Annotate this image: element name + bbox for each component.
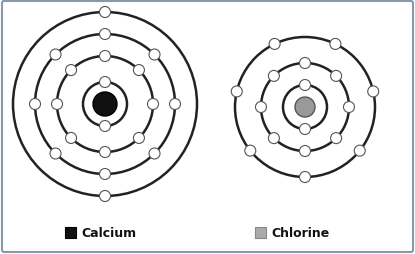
Circle shape bbox=[245, 146, 256, 156]
Circle shape bbox=[100, 7, 110, 19]
Circle shape bbox=[368, 87, 379, 98]
Circle shape bbox=[93, 93, 117, 117]
Circle shape bbox=[300, 124, 310, 135]
Circle shape bbox=[256, 102, 266, 113]
Bar bbox=[65, 227, 76, 238]
Circle shape bbox=[269, 39, 280, 50]
Circle shape bbox=[100, 169, 110, 180]
Circle shape bbox=[66, 65, 76, 76]
Circle shape bbox=[169, 99, 181, 110]
Circle shape bbox=[149, 148, 160, 159]
Circle shape bbox=[300, 172, 310, 183]
Circle shape bbox=[100, 191, 110, 202]
Circle shape bbox=[100, 29, 110, 40]
Circle shape bbox=[100, 147, 110, 158]
Circle shape bbox=[100, 121, 110, 132]
Circle shape bbox=[300, 146, 310, 157]
Circle shape bbox=[100, 51, 110, 62]
Circle shape bbox=[29, 99, 41, 110]
Circle shape bbox=[231, 87, 242, 98]
Circle shape bbox=[344, 102, 354, 113]
Circle shape bbox=[300, 80, 310, 91]
Circle shape bbox=[134, 133, 144, 144]
Circle shape bbox=[100, 77, 110, 88]
Circle shape bbox=[354, 146, 365, 156]
Circle shape bbox=[331, 71, 342, 82]
Circle shape bbox=[331, 133, 342, 144]
Text: Calcium: Calcium bbox=[81, 226, 136, 239]
Circle shape bbox=[66, 133, 76, 144]
FancyBboxPatch shape bbox=[2, 2, 413, 252]
Circle shape bbox=[269, 133, 279, 144]
Circle shape bbox=[149, 50, 160, 61]
Circle shape bbox=[50, 50, 61, 61]
Circle shape bbox=[269, 71, 279, 82]
Circle shape bbox=[330, 39, 341, 50]
Circle shape bbox=[134, 65, 144, 76]
Circle shape bbox=[51, 99, 63, 110]
Circle shape bbox=[295, 98, 315, 118]
Circle shape bbox=[50, 148, 61, 159]
Bar bbox=[255, 227, 266, 238]
Text: Chlorine: Chlorine bbox=[271, 226, 329, 239]
Circle shape bbox=[300, 58, 310, 69]
Circle shape bbox=[147, 99, 159, 110]
